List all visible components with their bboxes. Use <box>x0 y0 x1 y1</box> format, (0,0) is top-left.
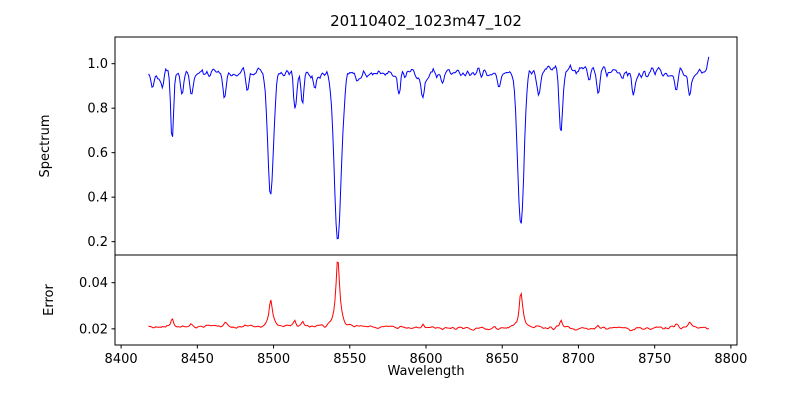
spectrum-panel-frame <box>114 36 738 256</box>
x-tick-label: 8800 <box>714 352 747 367</box>
spectrum-y-tick-label: 0.8 <box>87 102 108 117</box>
error-line <box>148 261 710 332</box>
spectrum-line <box>148 56 710 240</box>
error-y-tick-label: 0.04 <box>79 276 108 291</box>
spectrum-y-tick-label: 1.0 <box>87 57 108 72</box>
x-tick-label: 8750 <box>638 352 671 367</box>
chart-title: 20110402_1023m47_102 <box>330 12 522 30</box>
error-panel-frame <box>114 254 738 346</box>
x-tick-label: 8700 <box>562 352 595 367</box>
spectrum-y-tick-label: 0.6 <box>87 146 108 161</box>
x-tick-label: 8550 <box>333 352 366 367</box>
x-axis-label: Wavelength <box>387 364 465 379</box>
spectrum-y-tick-label: 0.4 <box>87 191 108 206</box>
x-tick-label: 8500 <box>257 352 290 367</box>
error-y-tick-label: 0.02 <box>79 322 108 337</box>
spectrum-y-tick-label: 0.2 <box>87 235 108 250</box>
x-tick-label: 8450 <box>181 352 214 367</box>
x-tick-label: 8400 <box>105 352 138 367</box>
x-tick-label: 8650 <box>486 352 519 367</box>
x-tick-label: 8600 <box>409 352 442 367</box>
